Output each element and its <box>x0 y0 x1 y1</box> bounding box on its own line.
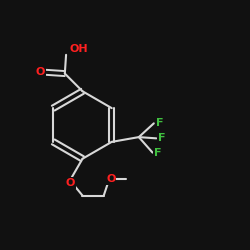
Text: O: O <box>36 67 45 77</box>
Text: OH: OH <box>70 44 88 54</box>
Text: O: O <box>66 178 75 188</box>
Text: F: F <box>156 118 163 128</box>
Text: F: F <box>154 148 162 158</box>
Text: F: F <box>158 133 166 143</box>
Text: O: O <box>106 174 116 184</box>
